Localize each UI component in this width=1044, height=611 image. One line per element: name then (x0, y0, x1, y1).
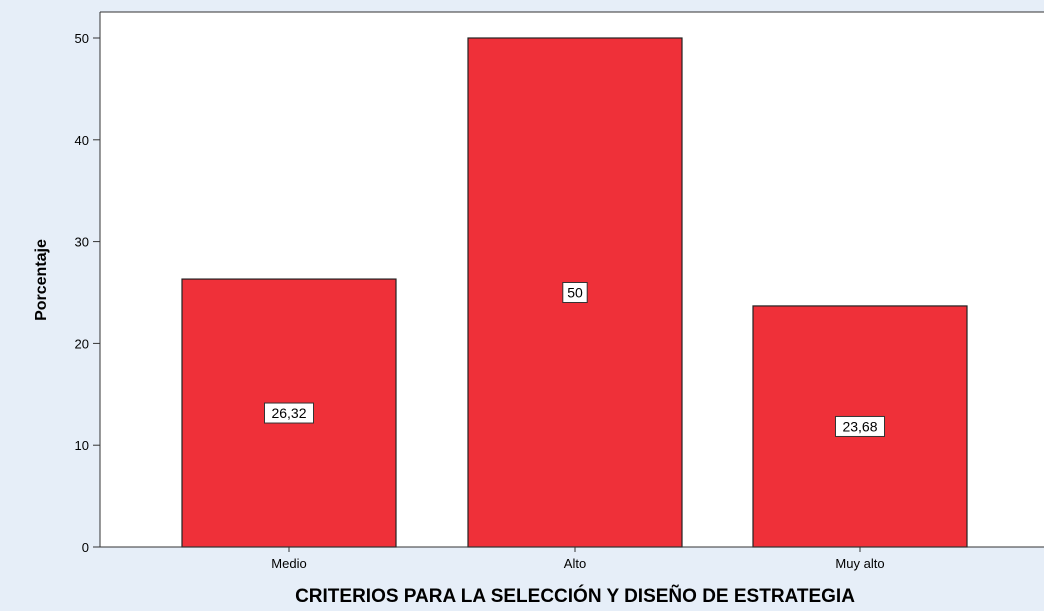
data-label-box (562, 282, 588, 303)
data-label: 26,32 (271, 405, 306, 421)
y-axis-label: Porcentaje (33, 239, 50, 321)
y-tick-label: 30 (75, 235, 89, 250)
y-tick-label: 10 (75, 438, 89, 453)
data-label-box (264, 402, 314, 424)
data-label: 50 (567, 285, 583, 301)
x-ticks: Medio Alto Muy alto (271, 547, 885, 571)
y-tick-label: 20 (75, 336, 89, 351)
y-ticks: 0 10 20 30 40 50 (75, 31, 100, 555)
x-tick-label: Alto (564, 556, 586, 571)
y-tick-label: 40 (75, 133, 89, 148)
x-tick-label: Medio (271, 556, 306, 571)
data-label-box (835, 415, 885, 437)
data-label: 23,68 (842, 418, 877, 434)
y-tick-label: 0 (82, 540, 89, 555)
data-labels: 26,32 50 23,68 (264, 282, 885, 437)
x-tick-label: Muy alto (835, 556, 884, 571)
x-axis-label: CRITERIOS PARA LA SELECCIÓN Y DISEÑO DE … (295, 585, 855, 607)
y-tick-label: 50 (75, 31, 89, 46)
